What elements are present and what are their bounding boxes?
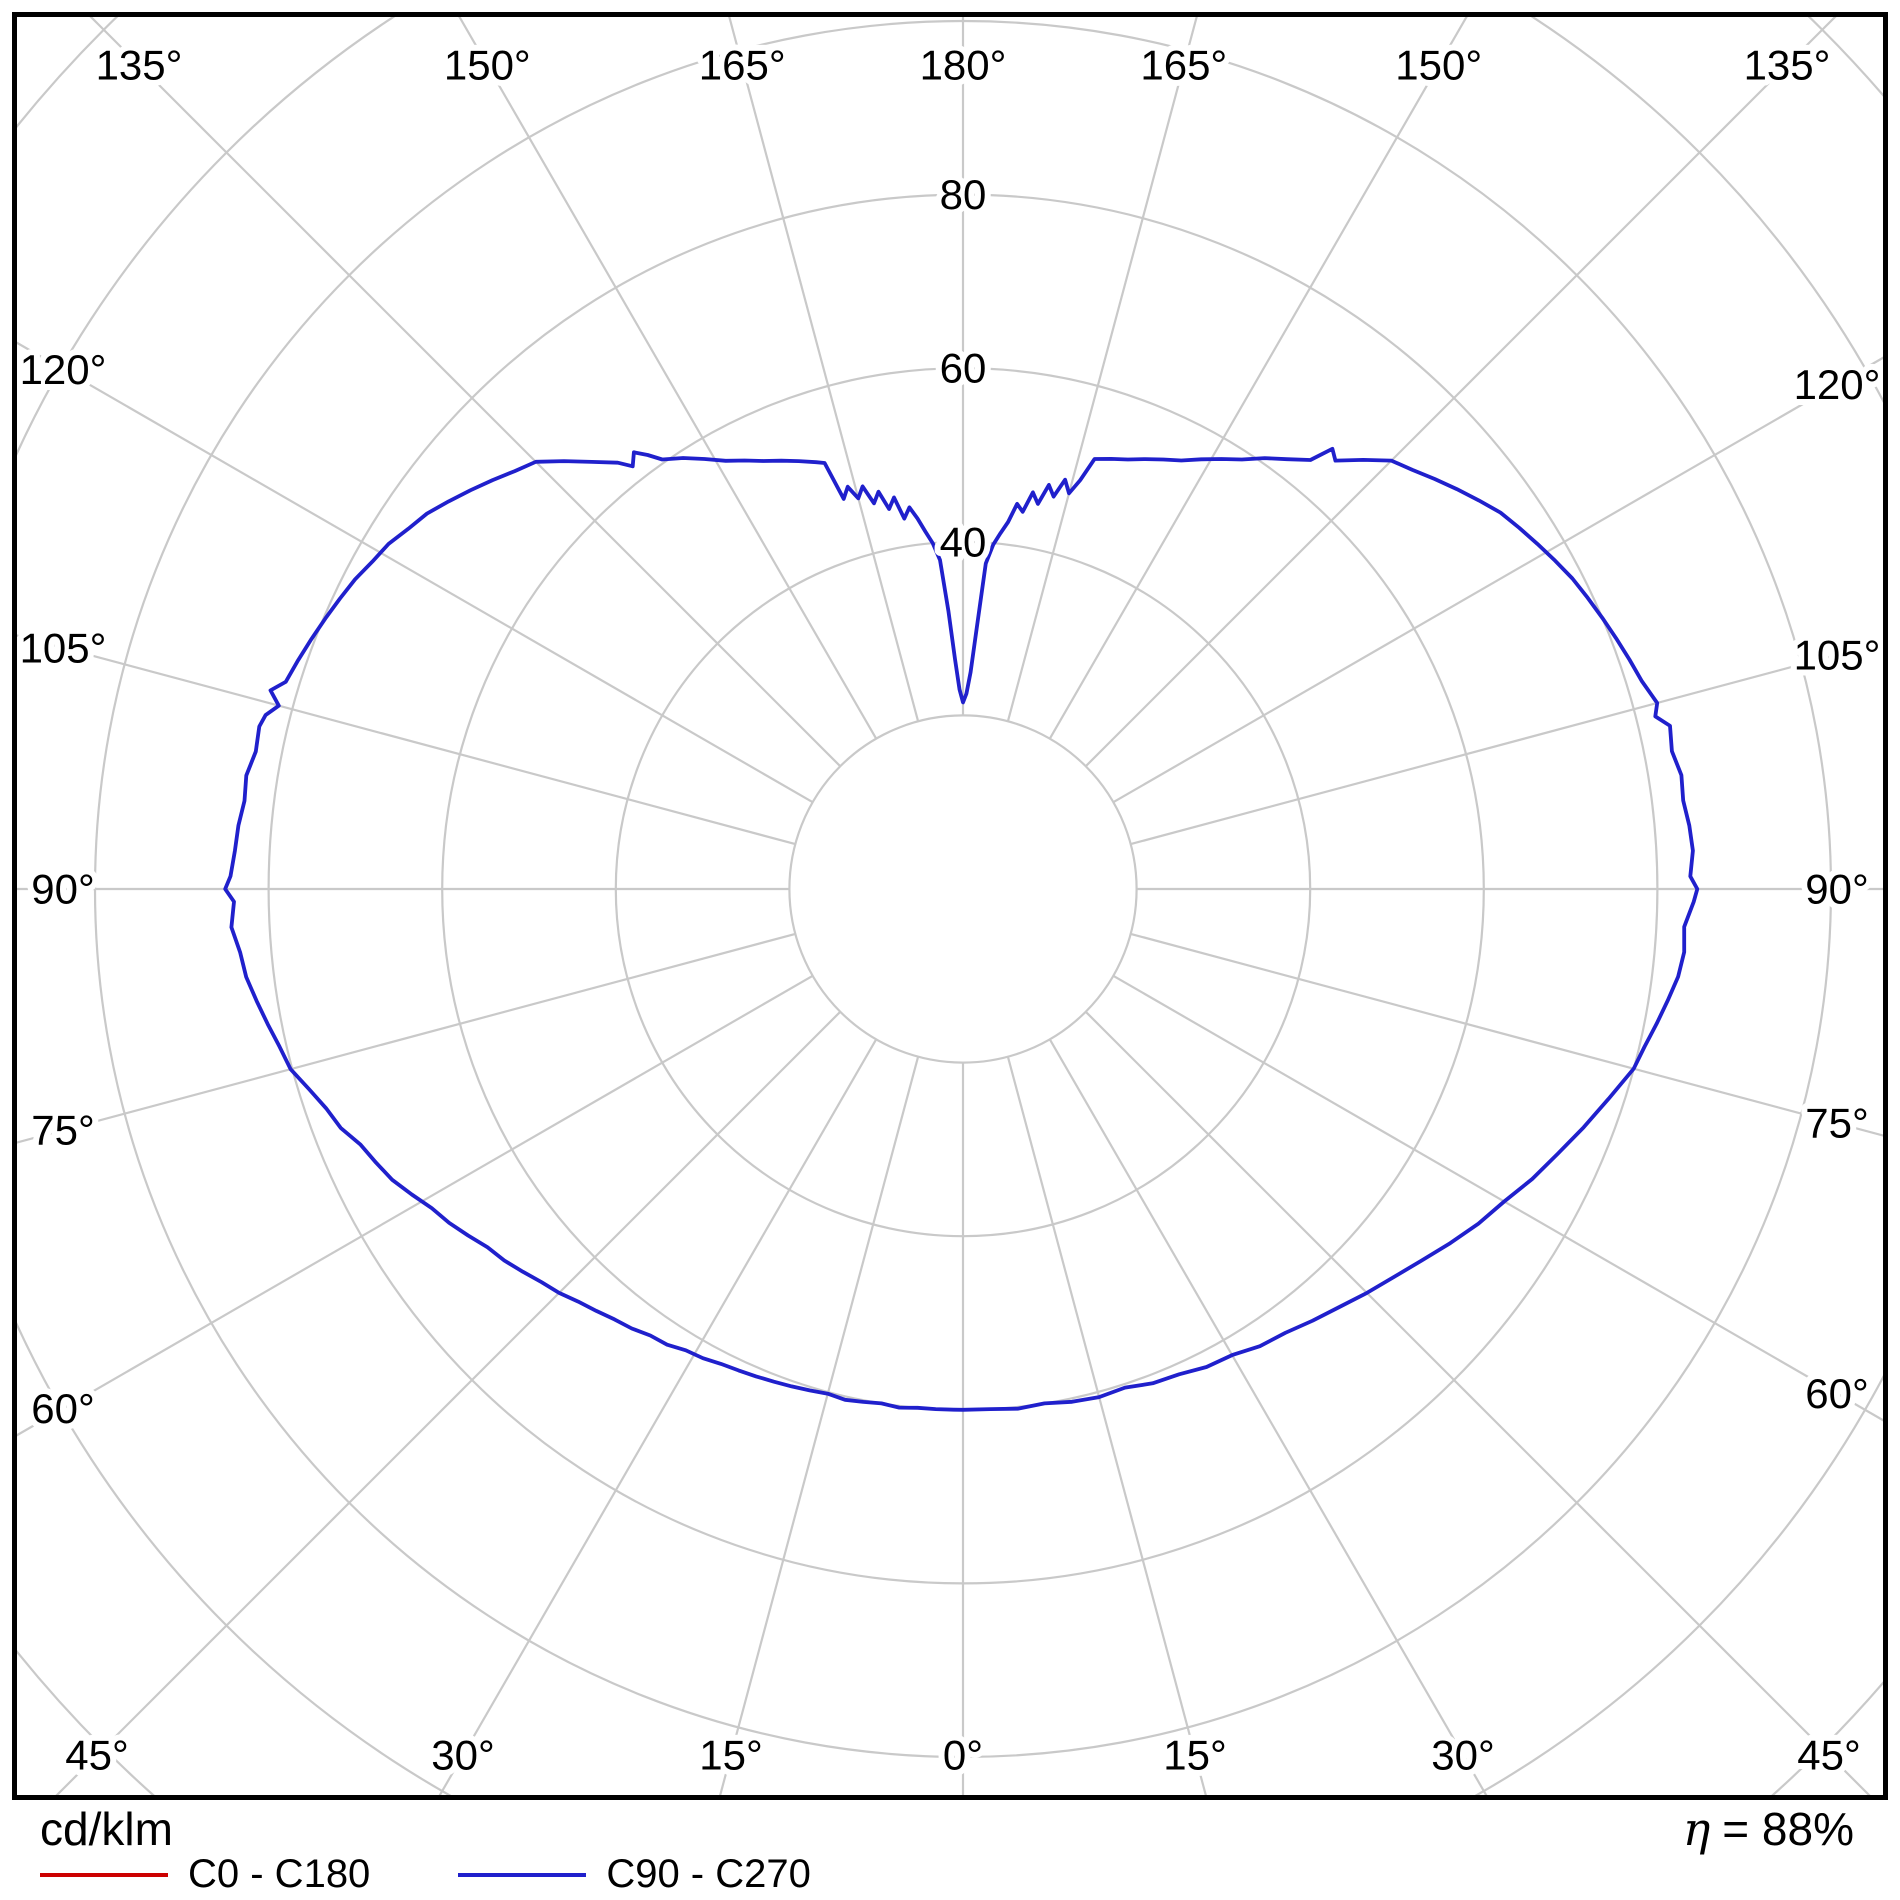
svg-text:15°: 15° bbox=[699, 1732, 763, 1779]
svg-text:80: 80 bbox=[940, 171, 987, 218]
svg-text:135°: 135° bbox=[1744, 42, 1831, 89]
polar-chart: 180° 165° 165° 150° 150° 135° 135° 120° 120° 105°… bbox=[12, 12, 1888, 1800]
legend-item-c90-c270: C90 - C270 bbox=[458, 1852, 811, 1897]
legend-swatch-c0-c180 bbox=[40, 1872, 168, 1877]
efficiency-value: = 88% bbox=[1722, 1803, 1854, 1855]
angle-labels: 180° 165° 165° 150° 150° 135° 135° 120° 120° 105°… bbox=[17, 36, 1883, 1785]
svg-text:90°: 90° bbox=[1805, 866, 1869, 913]
svg-text:120°: 120° bbox=[20, 346, 107, 393]
legend: C0 - C180 C90 - C270 bbox=[40, 1852, 811, 1897]
legend-item-c0-c180: C0 - C180 bbox=[40, 1852, 370, 1897]
svg-text:30°: 30° bbox=[431, 1732, 495, 1779]
svg-text:105°: 105° bbox=[20, 624, 107, 671]
svg-text:180°: 180° bbox=[920, 42, 1007, 89]
svg-text:30°: 30° bbox=[1431, 1732, 1495, 1779]
svg-text:0°: 0° bbox=[943, 1732, 983, 1779]
svg-text:60°: 60° bbox=[1805, 1370, 1869, 1417]
svg-text:150°: 150° bbox=[444, 42, 531, 89]
polar-grid bbox=[17, 17, 1883, 1795]
svg-text:60°: 60° bbox=[31, 1385, 95, 1432]
svg-text:120°: 120° bbox=[1794, 361, 1881, 408]
legend-label-c0-c180: C0 - C180 bbox=[188, 1852, 371, 1896]
svg-text:105°: 105° bbox=[1794, 631, 1881, 678]
svg-text:165°: 165° bbox=[699, 42, 786, 89]
curve-C90-C270 bbox=[223, 446, 1700, 1412]
svg-text:75°: 75° bbox=[31, 1107, 95, 1154]
svg-text:90°: 90° bbox=[31, 866, 95, 913]
eta-symbol: η bbox=[1682, 1802, 1711, 1856]
svg-text:45°: 45° bbox=[1797, 1732, 1861, 1779]
radial-tick-labels: 40 60 80 bbox=[934, 165, 993, 571]
legend-label-c90-c270: C90 - C270 bbox=[606, 1852, 811, 1896]
unit-label: cd/klm bbox=[40, 1803, 173, 1855]
footer-row: cd/klm η = 88% bbox=[40, 1802, 1854, 1856]
svg-text:15°: 15° bbox=[1163, 1732, 1227, 1779]
svg-text:75°: 75° bbox=[1805, 1100, 1869, 1147]
svg-text:60: 60 bbox=[940, 345, 987, 392]
legend-swatch-c90-c270 bbox=[458, 1872, 587, 1877]
svg-text:165°: 165° bbox=[1140, 42, 1227, 89]
efficiency-label: η = 88% bbox=[1683, 1802, 1854, 1856]
polar-chart-svg: 180° 165° 165° 150° 150° 135° 135° 120° 120° 105°… bbox=[17, 17, 1883, 1795]
svg-text:45°: 45° bbox=[65, 1732, 129, 1779]
svg-text:150°: 150° bbox=[1395, 42, 1482, 89]
svg-text:40: 40 bbox=[940, 518, 987, 565]
svg-text:135°: 135° bbox=[96, 42, 183, 89]
